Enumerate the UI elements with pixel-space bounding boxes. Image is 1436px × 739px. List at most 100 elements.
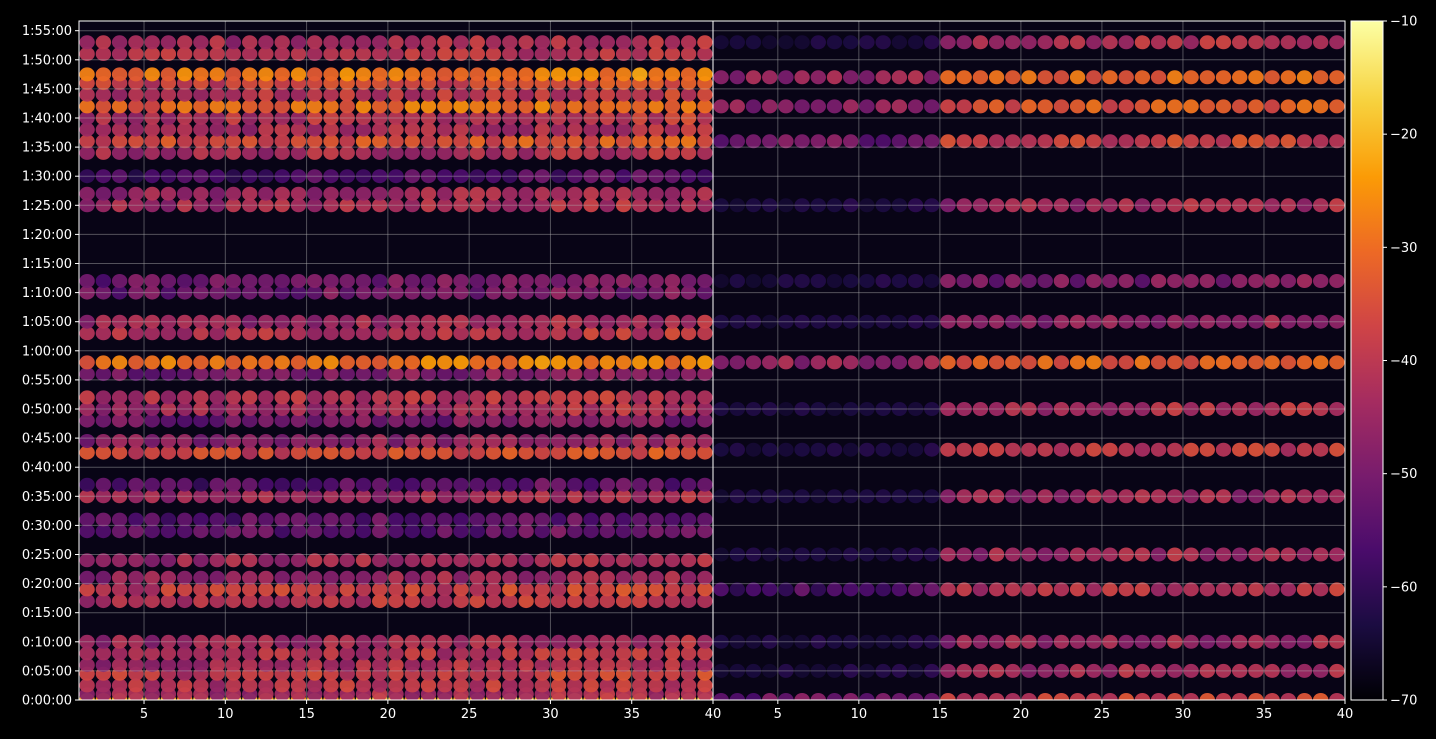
left-heatmap-cell (648, 512, 664, 527)
left-heatmap-cell (339, 489, 355, 504)
left-heatmap-cell (372, 402, 388, 416)
right-heatmap-cell (1167, 634, 1183, 649)
left-heatmap-cell (680, 111, 697, 125)
left-heatmap-cell (209, 553, 225, 568)
left-heatmap-cell (437, 274, 453, 288)
left-heatmap-cell (664, 646, 681, 661)
left-heatmap-cell (323, 390, 339, 405)
right-heatmap-cell (1280, 547, 1297, 562)
left-heatmap-cell (437, 634, 453, 649)
left-heatmap-cell (372, 47, 388, 61)
left-heatmap-cell (111, 134, 128, 149)
left-heatmap-cell (697, 326, 713, 341)
left-heatmap-cell (485, 169, 502, 184)
right-heatmap-cell (1134, 70, 1151, 85)
left-heatmap-cell (323, 594, 339, 609)
right-heatmap-cell (762, 35, 778, 50)
left-heatmap-cell (485, 445, 502, 460)
left-heatmap-cell (177, 646, 193, 661)
left-heatmap-cell (632, 35, 648, 50)
left-heatmap-cell (437, 512, 453, 527)
right-heatmap-cell (1005, 198, 1021, 213)
left-heatmap-cell (420, 367, 437, 382)
left-heatmap-cell (502, 198, 518, 213)
left-heatmap-cell (274, 145, 290, 160)
left-heatmap-cell (209, 570, 225, 585)
left-heatmap-cell (518, 326, 534, 341)
left-heatmap-cell (160, 678, 177, 693)
left-heatmap-cell (193, 87, 209, 102)
left-heatmap-cell (518, 274, 534, 288)
left-heatmap-cell (404, 489, 420, 504)
left-heatmap-cell (534, 553, 550, 568)
left-heatmap-cell (518, 87, 534, 102)
right-heatmap-cell (924, 442, 940, 457)
right-heatmap-cell (1232, 582, 1248, 597)
left-heatmap-cell (420, 285, 437, 300)
right-heatmap-cell (729, 198, 745, 213)
left-heatmap-cell (583, 634, 599, 649)
left-heatmap-cell (95, 512, 112, 527)
left-heatmap-cell (632, 646, 648, 661)
left-heatmap-cell (518, 67, 534, 82)
left-heatmap-cell (79, 413, 95, 428)
left-heatmap-cell (469, 646, 485, 661)
right-heatmap-cell (810, 547, 826, 562)
left-heatmap-cell (290, 678, 307, 693)
left-heatmap-cell (111, 489, 128, 504)
left-heatmap-cell (307, 314, 323, 329)
left-heatmap-cell (632, 570, 648, 585)
left-heatmap-cell (128, 367, 144, 382)
left-heatmap-cell (111, 570, 128, 585)
right-heatmap-cell (1167, 489, 1183, 504)
left-heatmap-cell (648, 111, 664, 125)
left-heatmap-cell (567, 512, 583, 527)
left-heatmap-cell (632, 434, 648, 448)
right-heatmap-cell (1037, 314, 1053, 329)
left-heatmap-cell (372, 35, 388, 50)
left-heatmap-cell (274, 67, 290, 82)
left-heatmap-cell (420, 35, 437, 50)
left-heatmap-cell (583, 35, 599, 50)
left-heatmap-cell (225, 445, 242, 460)
left-heatmap-cell (290, 512, 307, 527)
left-heatmap-cell (420, 67, 437, 82)
left-heatmap-cell (599, 570, 615, 585)
left-heatmap-cell (453, 634, 469, 649)
right-heatmap-cell (1199, 402, 1216, 416)
left-heatmap-cell (339, 326, 355, 341)
left-heatmap-cell (95, 198, 112, 213)
right-heatmap-cell (1021, 634, 1037, 649)
right-heatmap-cell (988, 355, 1005, 370)
left-heatmap-cell (225, 122, 242, 137)
left-heatmap-cell (453, 524, 469, 539)
left-heatmap-cell (567, 87, 583, 102)
right-heatmap-cell (794, 274, 810, 288)
left-heatmap-cell (485, 87, 502, 102)
left-heatmap-cell (160, 35, 177, 50)
left-heatmap-cell (534, 285, 550, 300)
left-heatmap-cell (339, 198, 355, 213)
right-heatmap-cell (1296, 99, 1313, 114)
left-heatmap-cell (128, 553, 144, 568)
left-heatmap-cell (453, 582, 469, 597)
right-heatmap-cell (924, 274, 940, 288)
left-heatmap-cell (453, 367, 469, 382)
left-heatmap-cell (339, 285, 355, 300)
left-heatmap-cell (550, 111, 567, 125)
left-heatmap-cell (599, 594, 615, 609)
right-heatmap-cell (1183, 35, 1199, 50)
right-heatmap-cell (794, 582, 810, 597)
right-heatmap-cell (956, 489, 972, 504)
left-heatmap-cell (307, 570, 323, 585)
left-heatmap-cell (177, 553, 193, 568)
left-heatmap-cell (485, 35, 502, 50)
left-heatmap-cell (404, 274, 420, 288)
right-heatmap-cell (1248, 489, 1264, 504)
left-heatmap-cell (307, 434, 323, 448)
right-heatmap-cell (1329, 99, 1345, 114)
left-heatmap-cell (469, 367, 485, 382)
left-heatmap-cell (258, 434, 274, 448)
left-heatmap-cell (274, 326, 290, 341)
left-heatmap-cell (323, 445, 339, 460)
